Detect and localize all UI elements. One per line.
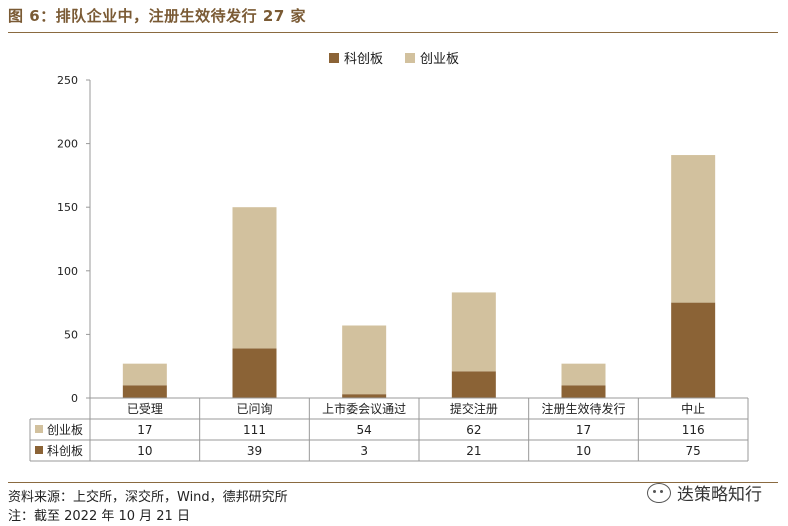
x-tick-label: 已受理 <box>127 402 163 416</box>
bar-kechuang <box>342 394 387 398</box>
date-note: 注：截至 2022 年 10 月 21 日 <box>8 509 190 524</box>
legend-swatch-chuangye <box>405 52 415 63</box>
x-tick-label: 注册生效待发行 <box>541 401 625 416</box>
table-cell-value: 21 <box>466 444 481 458</box>
bar-chuangye <box>451 292 496 372</box>
table-cell-value: 62 <box>466 423 481 437</box>
wechat-icon <box>647 482 671 503</box>
stacked-bar-chart: 0 50 100 150 200 250 已受理 已问询 上市委会议通过 提交注册 注册生效待发行 中… <box>29 74 749 462</box>
table-cell-value: 10 <box>576 444 591 458</box>
x-tick-label: 提交注册 <box>450 401 498 416</box>
watermark: 迭策略知行 <box>647 480 762 505</box>
table-row-swatch <box>35 425 43 433</box>
x-tick-label: 中止 <box>681 401 705 416</box>
title-divider <box>8 32 778 33</box>
bar-chuangye <box>342 325 387 395</box>
source-note: 资料来源：上交所，深交所，Wind，德邦研究所 <box>8 490 288 505</box>
table-cell-value: 116 <box>682 423 705 437</box>
chart-legend: 科创板 创业板 <box>0 48 788 67</box>
bar-kechuang <box>671 302 716 398</box>
table-cell-value: 10 <box>137 444 152 458</box>
chart-title: 图 6：排队企业中，注册生效待发行 27 家 <box>8 7 306 25</box>
watermark-text: 迭策略知行 <box>677 485 762 505</box>
bar-chuangye <box>671 155 716 303</box>
footer-divider <box>8 482 778 483</box>
y-tick-label: 0 <box>71 392 78 405</box>
table-row-label: 创业板 <box>47 423 83 437</box>
x-tick-label: 上市委会议通过 <box>322 401 406 416</box>
y-tick-label: 50 <box>64 328 78 341</box>
bar-kechuang <box>451 371 496 398</box>
table-cell-value: 75 <box>686 444 701 458</box>
legend-label-chuangye: 创业板 <box>420 52 460 67</box>
table-cell-value: 39 <box>247 444 262 458</box>
y-tick-label: 100 <box>57 265 78 278</box>
y-tick-label: 150 <box>57 201 78 214</box>
legend-item-kechuang: 科创板 <box>328 48 383 67</box>
y-tick-label: 250 <box>57 74 78 87</box>
table-cell-value: 17 <box>137 423 152 437</box>
bar-chuangye <box>561 363 606 386</box>
table-row-swatch <box>35 446 43 454</box>
y-tick-label: 200 <box>57 138 78 151</box>
table-cell-value: 54 <box>357 423 372 437</box>
table-cell-value: 111 <box>243 423 266 437</box>
bar-kechuang <box>232 348 277 398</box>
bar-chuangye <box>232 207 277 349</box>
bar-kechuang <box>122 385 167 398</box>
legend-item-chuangye: 创业板 <box>405 48 459 67</box>
legend-swatch-kechuang <box>328 52 339 63</box>
table-cell-value: 17 <box>576 423 591 437</box>
bar-kechuang <box>561 385 606 398</box>
bar-chuangye <box>122 363 167 386</box>
table-row-label: 科创板 <box>47 444 83 458</box>
legend-label-kechuang: 科创板 <box>343 52 383 67</box>
table-cell-value: 3 <box>360 444 368 458</box>
x-tick-label: 已问询 <box>236 402 272 416</box>
